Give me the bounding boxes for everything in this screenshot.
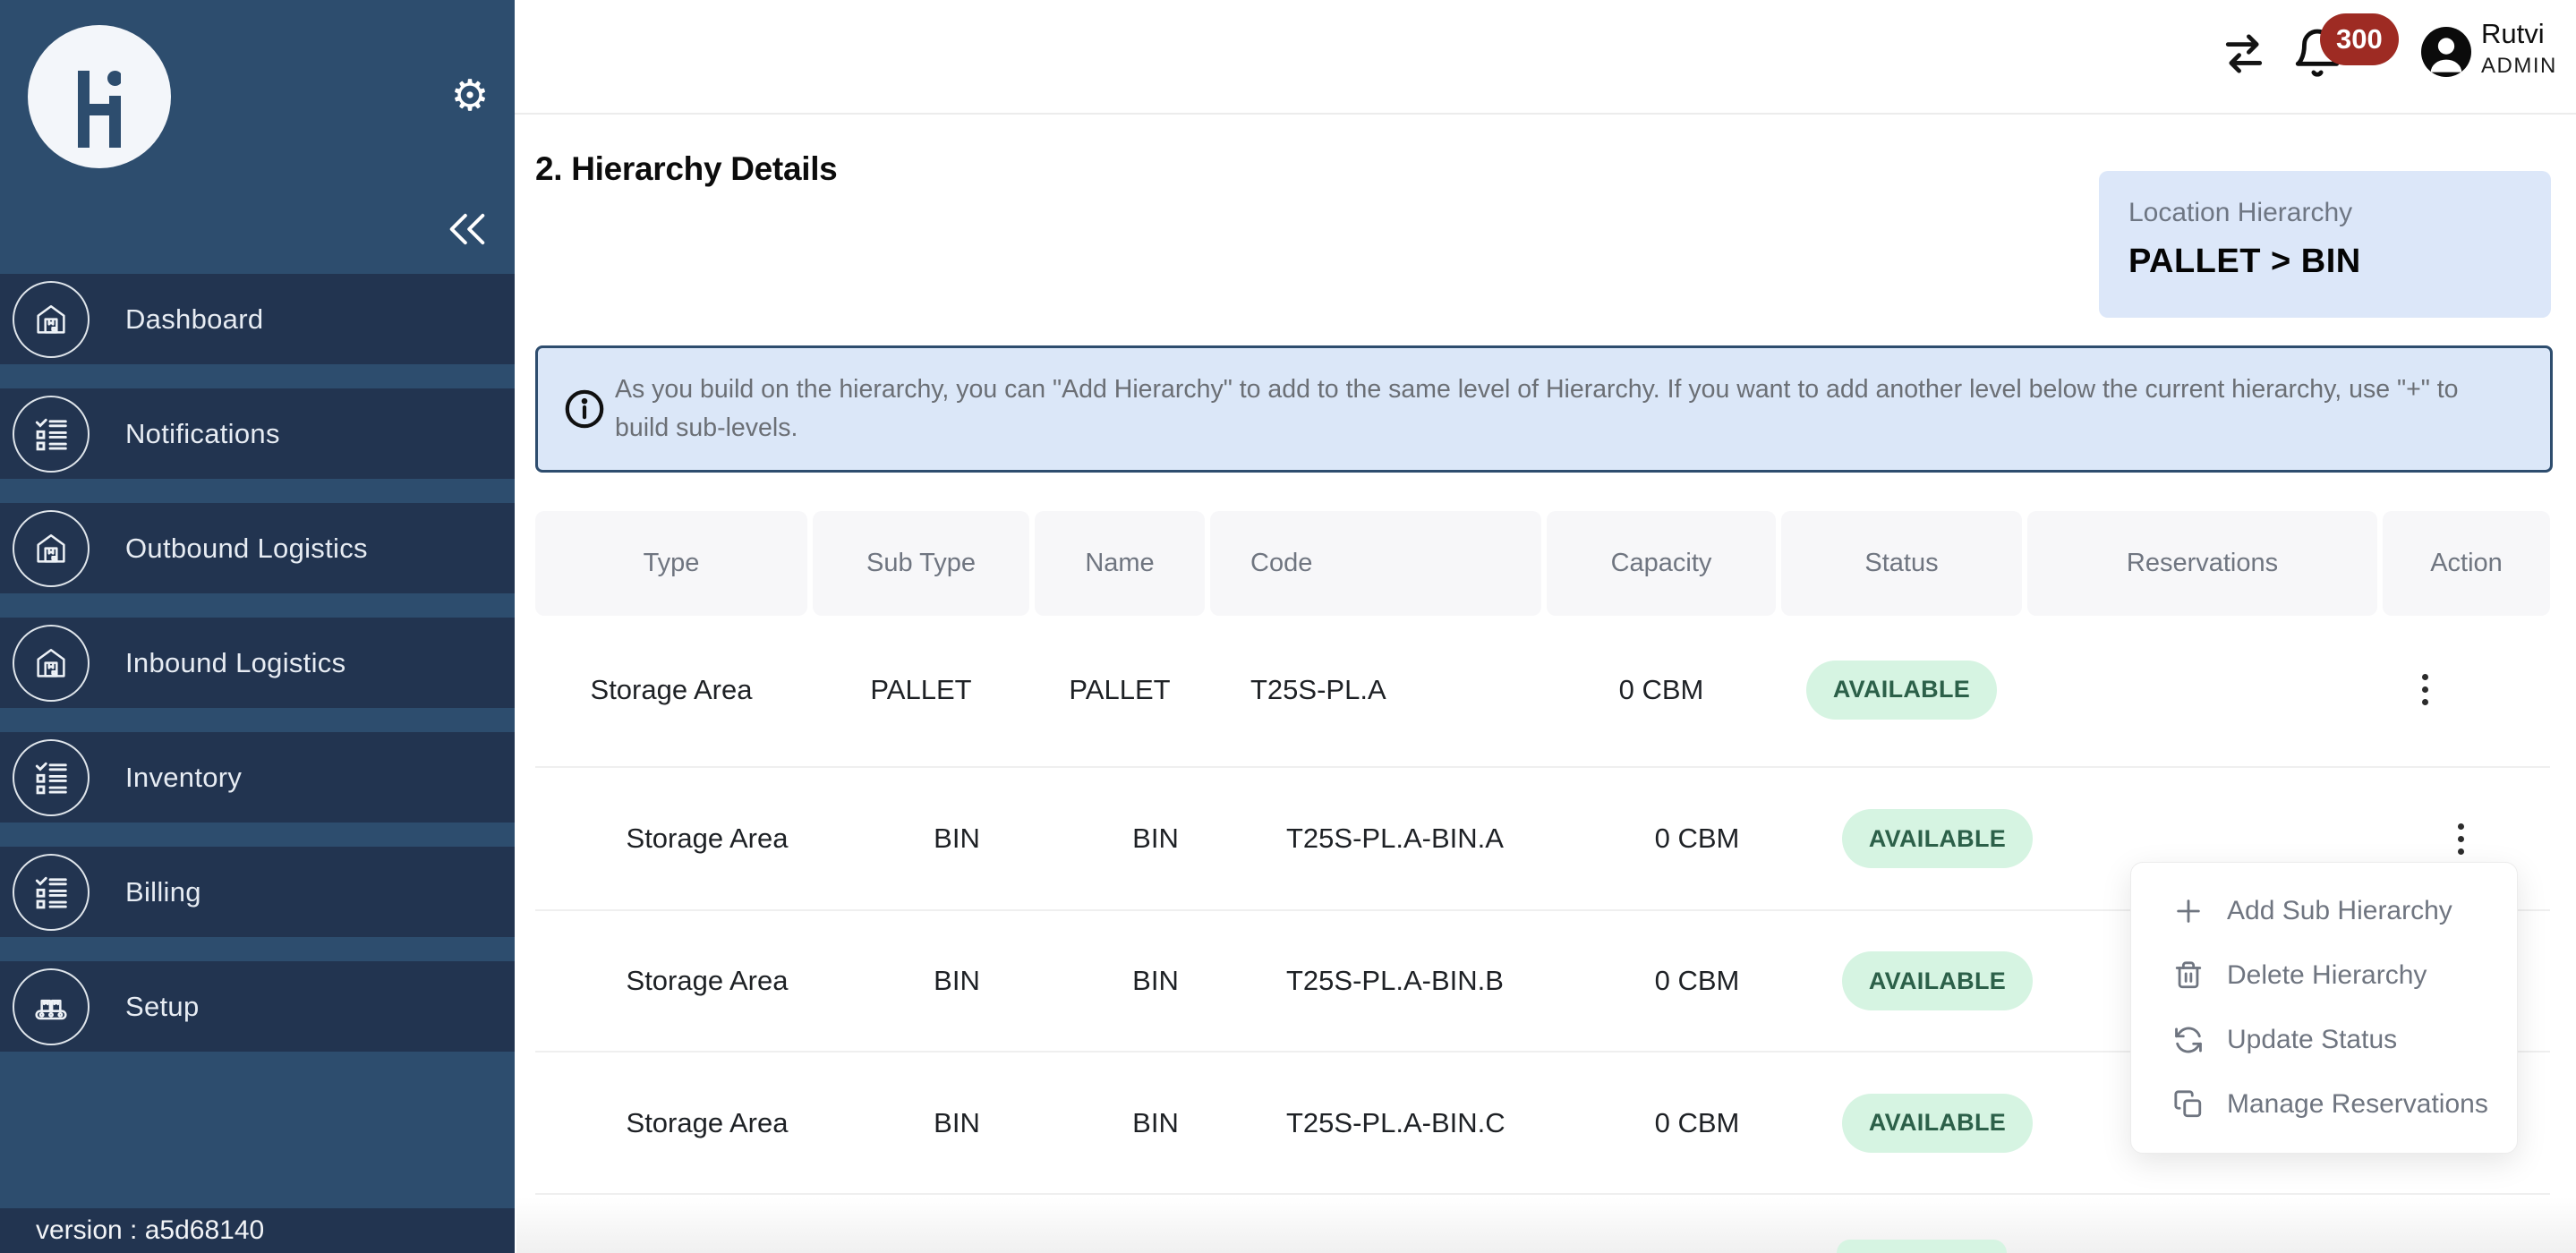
cell-subtype: PALLET: [870, 673, 972, 705]
version-strip: version : a5d68140: [0, 1208, 515, 1253]
sidebar-item-label: Setup: [125, 990, 200, 1022]
checklist-icon: [13, 738, 90, 816]
sidebar-item-label: Outbound Logistics: [125, 532, 368, 564]
row-actions-kebab-icon[interactable]: [2411, 663, 2439, 716]
sidebar-item-setup[interactable]: Setup: [0, 961, 515, 1052]
status-badge: AVAILABLE: [1841, 1093, 2034, 1153]
column-header-reservations: Reservations: [2027, 511, 2377, 616]
status-badge: AVAILABLE: [1805, 660, 1998, 720]
sidebar-item-label: Dashboard: [125, 303, 264, 335]
table-row: Storage Area BIN BIN T25S-PL.A-BIN.C 0 C…: [535, 1053, 2550, 1195]
table-row: Storage Area BIN BIN T25S-PL.A-BIN.B 0 C…: [535, 911, 2550, 1053]
cell-capacity: 0 CBM: [1654, 823, 1740, 854]
collapse-sidebar-icon[interactable]: [444, 206, 490, 252]
row-context-menu: Add Sub Hierarchy Delete Hierarchy Updat…: [2130, 862, 2518, 1154]
menu-item-manage-reservations[interactable]: Manage Reservations: [2131, 1072, 2517, 1137]
checklist-icon: [13, 395, 90, 473]
topbar: [515, 0, 2576, 115]
cell-name: BIN: [1132, 1106, 1179, 1138]
cell-capacity: 0 CBM: [1654, 1106, 1740, 1138]
refresh-icon: [2175, 1027, 2202, 1053]
cell-subtype: BIN: [934, 823, 980, 854]
status-badge-partial: [1837, 1240, 2007, 1253]
sidebar-item-inventory[interactable]: Inventory: [0, 732, 515, 823]
info-banner-text: As you build on the hierarchy, you can "…: [615, 375, 2459, 442]
logo-hi-icon: [78, 71, 121, 148]
column-header-code: Code: [1210, 511, 1541, 616]
cell-subtype: BIN: [934, 1106, 980, 1138]
status-badge: AVAILABLE: [1841, 951, 2034, 1010]
cell-capacity: 0 CBM: [1654, 965, 1740, 996]
column-header-action: Action: [2383, 511, 2550, 616]
table-header: Type Sub Type Name Code Capacity Status …: [535, 511, 2550, 616]
sidebar-item-label: Notifications: [125, 417, 280, 449]
cell-type: Storage Area: [626, 1106, 789, 1138]
plus-icon: [2177, 899, 2200, 923]
column-header-type: Type: [535, 511, 807, 616]
cell-type: Storage Area: [590, 673, 753, 705]
row-actions-kebab-icon[interactable]: [2447, 813, 2475, 865]
sidebar-item-notifications[interactable]: Notifications: [0, 388, 515, 479]
app-logo: [28, 25, 171, 168]
menu-item-delete-hierarchy[interactable]: Delete Hierarchy: [2131, 943, 2517, 1008]
notification-count-badge: 300: [2320, 13, 2399, 65]
version-text: version : a5d68140: [36, 1215, 265, 1245]
sidebar-item-inbound-logistics[interactable]: Inbound Logistics: [0, 618, 515, 708]
sidebar-item-label: Billing: [125, 875, 201, 908]
info-icon: [563, 388, 606, 430]
info-banner: As you build on the hierarchy, you can "…: [535, 345, 2553, 473]
location-hierarchy-value: PALLET > BIN: [2128, 243, 2361, 280]
table-row: Storage Area BIN BIN T25S-PL.A-BIN.A 0 C…: [535, 768, 2550, 911]
warehouse-icon: [13, 509, 90, 587]
cell-type: Storage Area: [626, 965, 789, 996]
sidebar-item-dashboard[interactable]: Dashboard: [0, 274, 515, 364]
user-role: ADMIN: [2481, 54, 2557, 78]
menu-item-update-status[interactable]: Update Status: [2131, 1008, 2517, 1072]
cell-code: T25S-PL.A: [1250, 673, 1386, 705]
sidebar-item-billing[interactable]: Billing: [0, 847, 515, 937]
page-title: 2. Hierarchy Details: [535, 150, 838, 187]
swap-arrows-icon[interactable]: [2222, 29, 2266, 79]
table-row: Storage Area PALLET PALLET T25S-PL.A 0 C…: [535, 613, 2550, 768]
cell-name: BIN: [1132, 823, 1179, 854]
location-hierarchy-label: Location Hierarchy: [2128, 198, 2353, 227]
cell-capacity: 0 CBM: [1618, 673, 1704, 705]
checklist-icon: [13, 853, 90, 931]
cell-subtype: BIN: [934, 965, 980, 996]
scroll-fade: [516, 1198, 2576, 1253]
cell-code: T25S-PL.A-BIN.B: [1286, 965, 1504, 996]
column-header-status: Status: [1781, 511, 2022, 616]
copy-icon: [2174, 1090, 2202, 1118]
warehouse-icon: [13, 624, 90, 702]
warehouse-icon: [13, 280, 90, 358]
column-header-subtype: Sub Type: [813, 511, 1029, 616]
cell-name: BIN: [1132, 965, 1179, 996]
cell-type: Storage Area: [626, 823, 789, 854]
sidebar-item-label: Inventory: [125, 761, 243, 793]
column-header-capacity: Capacity: [1547, 511, 1776, 616]
user-name: Rutvi: [2481, 18, 2545, 49]
sidebar-item-label: Inbound Logistics: [125, 646, 346, 678]
user-avatar-icon[interactable]: [2421, 27, 2471, 77]
gear-icon[interactable]: ⚙: [450, 72, 490, 120]
sidebar: ⚙ Dashboard: [0, 0, 515, 1253]
cell-name: PALLET: [1069, 673, 1171, 705]
sidebar-item-outbound-logistics[interactable]: Outbound Logistics: [0, 503, 515, 593]
trash-icon: [2175, 961, 2202, 989]
status-badge: AVAILABLE: [1841, 809, 2034, 868]
column-header-name: Name: [1035, 511, 1205, 616]
menu-item-add-sub-hierarchy[interactable]: Add Sub Hierarchy: [2131, 879, 2517, 943]
location-hierarchy-card: Location Hierarchy PALLET > BIN: [2099, 171, 2551, 318]
cell-code: T25S-PL.A-BIN.A: [1286, 823, 1504, 854]
conveyor-icon: [13, 967, 90, 1045]
cell-code: T25S-PL.A-BIN.C: [1286, 1106, 1506, 1138]
